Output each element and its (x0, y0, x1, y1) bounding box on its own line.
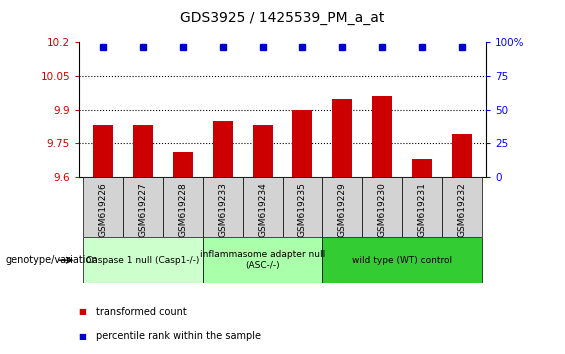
Bar (242, 177, 282, 237)
Text: transformed count: transformed count (96, 307, 187, 316)
Bar (173, 152, 193, 177)
Bar (323, 237, 482, 283)
Text: inflammasome adapter null
(ASC-/-): inflammasome adapter null (ASC-/-) (200, 251, 325, 270)
Bar (133, 125, 153, 177)
Bar (203, 177, 242, 237)
Bar (93, 125, 113, 177)
Text: GSM619232: GSM619232 (458, 182, 467, 236)
Text: ■: ■ (79, 332, 90, 341)
Bar (83, 177, 123, 237)
Bar (123, 177, 163, 237)
Bar (452, 135, 472, 177)
Text: GSM619234: GSM619234 (258, 182, 267, 236)
Bar (332, 98, 353, 177)
Text: GSM619226: GSM619226 (98, 182, 107, 236)
Text: GSM619235: GSM619235 (298, 182, 307, 237)
Text: GSM619233: GSM619233 (218, 182, 227, 237)
Text: percentile rank within the sample: percentile rank within the sample (96, 331, 261, 341)
Text: GSM619228: GSM619228 (179, 182, 187, 236)
Bar (372, 96, 392, 177)
Text: Caspase 1 null (Casp1-/-): Caspase 1 null (Casp1-/-) (86, 256, 199, 265)
Bar (293, 110, 312, 177)
Bar (362, 177, 402, 237)
Bar (83, 237, 203, 283)
Bar (212, 121, 233, 177)
Text: ■: ■ (79, 307, 90, 316)
Bar (163, 177, 203, 237)
Text: GSM619231: GSM619231 (418, 182, 427, 237)
Bar (253, 125, 272, 177)
Bar (412, 159, 432, 177)
Bar (282, 177, 323, 237)
Text: GSM619229: GSM619229 (338, 182, 347, 236)
Bar (402, 177, 442, 237)
Bar (203, 237, 323, 283)
Text: GDS3925 / 1425539_PM_a_at: GDS3925 / 1425539_PM_a_at (180, 11, 385, 25)
Text: genotype/variation: genotype/variation (6, 255, 98, 265)
Bar (442, 177, 482, 237)
Bar (323, 177, 362, 237)
Text: wild type (WT) control: wild type (WT) control (352, 256, 452, 265)
Text: GSM619227: GSM619227 (138, 182, 147, 236)
Text: GSM619230: GSM619230 (378, 182, 386, 237)
